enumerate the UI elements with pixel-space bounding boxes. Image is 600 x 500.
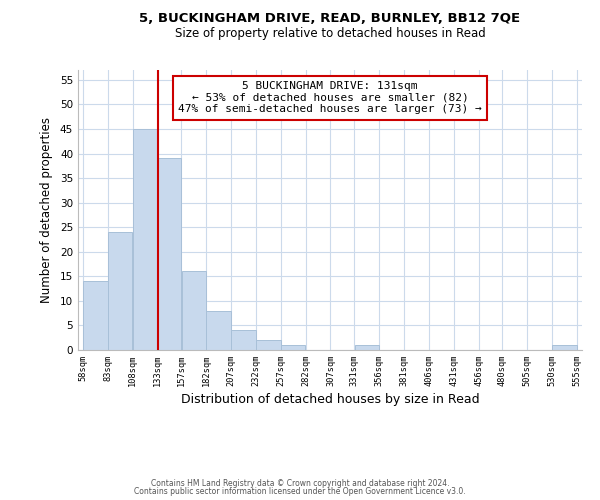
Bar bbox=[256, 340, 281, 350]
Bar bbox=[553, 345, 577, 350]
Bar bbox=[281, 345, 305, 350]
Text: Size of property relative to detached houses in Read: Size of property relative to detached ho… bbox=[175, 28, 485, 40]
X-axis label: Distribution of detached houses by size in Read: Distribution of detached houses by size … bbox=[181, 394, 479, 406]
Text: 5 BUCKINGHAM DRIVE: 131sqm
← 53% of detached houses are smaller (82)
47% of semi: 5 BUCKINGHAM DRIVE: 131sqm ← 53% of deta… bbox=[178, 81, 482, 114]
Bar bbox=[83, 281, 107, 350]
Bar bbox=[355, 345, 379, 350]
Bar bbox=[182, 272, 206, 350]
Text: Contains public sector information licensed under the Open Government Licence v3: Contains public sector information licen… bbox=[134, 487, 466, 496]
Bar bbox=[232, 330, 256, 350]
Bar bbox=[206, 310, 231, 350]
Bar bbox=[133, 129, 157, 350]
Bar bbox=[108, 232, 133, 350]
Bar bbox=[158, 158, 181, 350]
Text: 5, BUCKINGHAM DRIVE, READ, BURNLEY, BB12 7QE: 5, BUCKINGHAM DRIVE, READ, BURNLEY, BB12… bbox=[139, 12, 521, 26]
Text: Contains HM Land Registry data © Crown copyright and database right 2024.: Contains HM Land Registry data © Crown c… bbox=[151, 478, 449, 488]
Y-axis label: Number of detached properties: Number of detached properties bbox=[40, 117, 53, 303]
